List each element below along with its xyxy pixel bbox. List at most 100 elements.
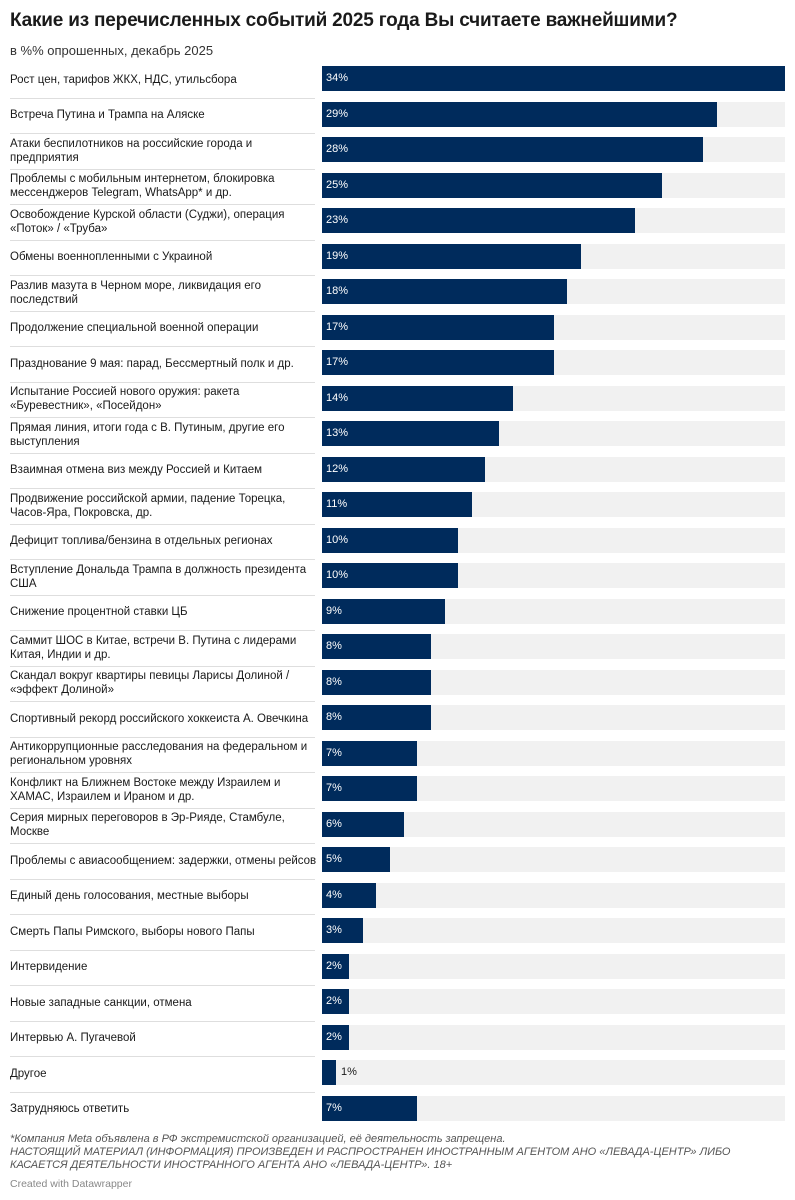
bar	[322, 137, 703, 162]
bar-value-label: 5%	[326, 853, 342, 865]
bar-track: 25%	[322, 172, 785, 198]
row-separator	[10, 736, 315, 738]
bar	[322, 598, 445, 624]
bar-value-label: 19%	[326, 249, 349, 262]
bar-track: 2%	[322, 1024, 785, 1050]
bar-row: Скандал вокруг квартиры певицы Ларисы До…	[10, 665, 785, 701]
bar-row: Продвижение российской армии, падение То…	[10, 488, 785, 523]
bar	[322, 101, 717, 127]
row-separator	[10, 1020, 315, 1022]
category-label: Прямая линия, итоги года с В. Путиным, д…	[10, 421, 285, 448]
bar	[322, 527, 458, 553]
row-separator	[10, 1091, 315, 1093]
row-separator	[10, 346, 315, 347]
row-separator	[10, 807, 315, 809]
row-separator	[10, 914, 315, 915]
bar-row: Празднование 9 мая: парад, Бессмертный п…	[10, 346, 785, 381]
category-label: Снижение процентной ставки ЦБ	[10, 606, 188, 618]
bar-row: Конфликт на Ближнем Востоке между Израил…	[10, 772, 785, 807]
bar-track: 11%	[322, 492, 785, 517]
bar-row: Вступление Дональда Трампа в должность п…	[10, 559, 785, 594]
row-separator	[10, 97, 315, 99]
bar-row: Испытание Россией нового оружия: ракета …	[10, 381, 785, 417]
bar-track: 10%	[322, 563, 785, 588]
bar-value-label: 8%	[326, 711, 342, 723]
bar-track: 8%	[322, 634, 785, 659]
bar	[322, 705, 431, 730]
bar-track: 12%	[322, 456, 785, 482]
row-separator	[10, 452, 315, 454]
bar	[322, 208, 635, 233]
bar-value-label: 2%	[326, 995, 342, 1007]
category-label: Празднование 9 мая: парад, Бессмертный п…	[10, 357, 294, 370]
bar-value-label: 34%	[326, 72, 349, 84]
bar-value-label: 3%	[326, 924, 342, 936]
category-label: Единый день голосования, местные выборы	[10, 890, 249, 902]
row-separator	[10, 878, 315, 880]
row-separator	[10, 310, 315, 312]
category-label: Затрудняюсь ответить	[10, 1103, 130, 1115]
bar	[322, 740, 417, 766]
bar-track: 19%	[322, 243, 785, 269]
row-separator	[10, 665, 315, 667]
bar	[322, 634, 431, 659]
footnote-foreign-agent-line-1: НАСТОЯЩИЙ МАТЕРИАЛ (ИНФОРМАЦИЯ) ПРОИЗВЕД…	[10, 1146, 731, 1158]
row-separator	[10, 488, 315, 489]
bar-row: Проблемы с мобильным интернетом, блокиро…	[10, 168, 785, 204]
bar-track: 7%	[322, 740, 785, 766]
bar-track: 17%	[322, 314, 785, 340]
bar	[322, 492, 472, 517]
category-label: Взаимная отмена виз между Россией и Кита…	[10, 464, 263, 476]
bar-value-label: 13%	[326, 427, 349, 439]
bar-value-label: 17%	[326, 320, 349, 333]
bar	[322, 1060, 336, 1085]
bar-value-label: 10%	[326, 569, 349, 581]
category-label: Обмены военнопленными с Украиной	[10, 251, 213, 263]
category-label: Конфликт на Ближнем Востоке между Израил…	[10, 776, 281, 803]
bar-row: Снижение процентной ставки ЦБ 9%	[10, 594, 785, 630]
bar-row: Антикоррупционные расследования на федер…	[10, 736, 785, 772]
bar-track: 4%	[322, 882, 785, 908]
bar	[322, 847, 390, 872]
category-label: Скандал вокруг квартиры певицы Ларисы До…	[10, 670, 290, 696]
row-separator	[10, 701, 315, 702]
bar-row: Проблемы с авиасообщением: задержки, отм…	[10, 843, 785, 878]
category-label: Спортивный рекорд российского хоккеиста …	[10, 712, 309, 725]
bar	[322, 989, 349, 1014]
bar-value-label: 7%	[326, 1101, 342, 1114]
category-label: Проблемы с мобильным интернетом, блокиро…	[10, 173, 275, 199]
category-label: Саммит ШОС в Китае, встречи В. Путина с …	[10, 634, 297, 661]
bar-value-label: 8%	[326, 640, 342, 652]
category-label: Другое	[10, 1067, 47, 1080]
bar-value-label: 29%	[326, 107, 349, 120]
bar-row: Рост цен, тарифов ЖКХ, НДС, утильсбора 34…	[10, 62, 785, 97]
row-separator	[10, 843, 315, 844]
footnote-meta-note: *Компания Meta объявлена в РФ экстремист…	[10, 1133, 506, 1145]
bar-value-label: 10%	[326, 533, 349, 546]
datawrapper-credit[interactable]: Created with Datawrapper	[10, 1178, 132, 1190]
bar-value-label: 14%	[326, 391, 349, 404]
row-separator	[10, 275, 315, 276]
bar-value-label: 28%	[326, 143, 349, 155]
bar-row: Серия мирных переговоров в Эр-Рияде, Ста…	[10, 807, 785, 843]
bar-value-label: 9%	[326, 604, 342, 617]
row-separator	[10, 985, 315, 986]
bar-value-label: 25%	[326, 178, 349, 191]
bar-track: 2%	[322, 953, 785, 979]
row-separator	[10, 630, 315, 631]
bar-row: Встреча Путина и Трампа на Аляске 29%	[10, 97, 785, 133]
footnote: *Компания Meta объявлена в РФ экстремист…	[10, 1133, 785, 1172]
bar-row: Взаимная отмена виз между Россией и Кита…	[10, 452, 785, 488]
category-label: Разлив мазута в Черном море, ликвидация …	[10, 279, 261, 306]
bar-track: 10%	[322, 527, 785, 553]
bar-track: 29%	[322, 101, 785, 127]
bar-row: Обмены военнопленными с Украиной 19%	[10, 239, 785, 275]
category-label: Освобождение Курской области (Суджи), оп…	[10, 208, 285, 235]
bar-track: 1%	[322, 1060, 785, 1085]
bar-row: Другое 1%	[10, 1056, 785, 1091]
bar-value-label: 7%	[326, 782, 342, 794]
bar-row: Затрудняюсь ответить 7%	[10, 1091, 785, 1127]
category-label: Рост цен, тарифов ЖКХ, НДС, утильсбора	[10, 73, 237, 86]
bar	[322, 918, 363, 943]
chart-title: Какие из перечисленных событий 2025 года…	[10, 10, 678, 31]
